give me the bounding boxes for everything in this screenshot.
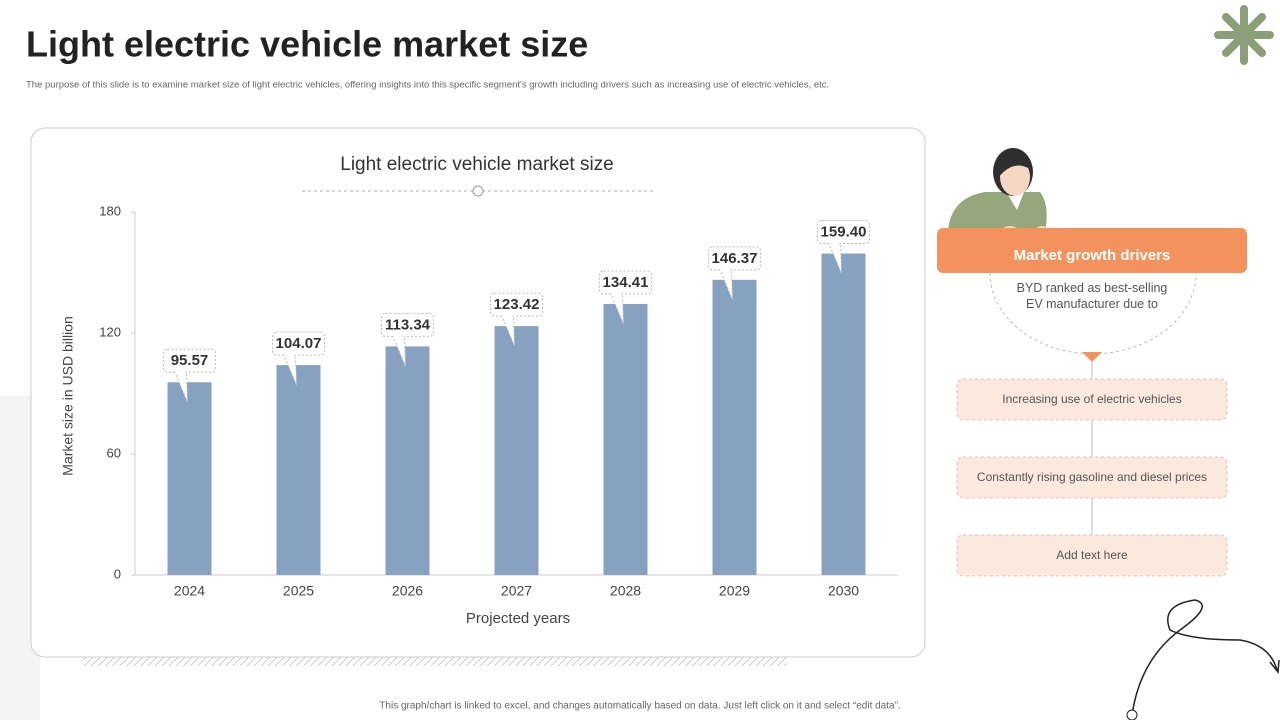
intro-box: BYD ranked as best-selling EV manufactur…	[1016, 281, 1168, 311]
callout-pointer	[391, 334, 406, 367]
callout-cover	[502, 313, 513, 318]
callout-cover	[175, 369, 186, 374]
callout-cover	[720, 266, 731, 271]
bar	[712, 279, 757, 575]
arrow	[1082, 352, 1102, 362]
driver-box	[956, 378, 1228, 421]
callout-box	[708, 246, 761, 271]
value-label: 95.57	[171, 352, 209, 369]
drivers-heading: Market growth drivers	[1014, 247, 1171, 264]
plot: 0 60 120 180 2024 95.57 2025 104.07 2026 113.34 20…	[99, 203, 898, 599]
x-tick-label: 2025	[283, 583, 314, 599]
callout-box	[599, 270, 652, 295]
bar	[276, 365, 321, 575]
callout-pointer	[173, 370, 188, 403]
x-axis-label: Projected years	[466, 610, 570, 627]
y-tick-label: 60	[107, 445, 121, 460]
callout-box	[163, 348, 216, 373]
x-tick-label: 2028	[610, 583, 641, 599]
title-dot	[472, 185, 484, 197]
driver-item: Add text here	[1056, 548, 1128, 562]
callout-cover	[393, 333, 404, 338]
hatch-strip	[82, 657, 787, 666]
person-illustration	[948, 148, 1049, 238]
driver-list: Increasing use of electric vehicles Const…	[956, 378, 1228, 577]
squiggle-arrow	[1269, 659, 1280, 674]
callout-box	[381, 312, 434, 337]
callout-box	[490, 292, 543, 317]
value-label: 123.42	[494, 296, 540, 313]
footnote: This graph/chart is linked to excel, and…	[379, 701, 900, 712]
squiggle	[1131, 599, 1278, 716]
driver-item: Constantly rising gasoline and diesel pr…	[977, 470, 1207, 484]
callout-cover	[829, 240, 840, 245]
value-label: 146.37	[712, 250, 758, 267]
callout-box	[817, 220, 870, 245]
x-tick-label: 2030	[828, 583, 859, 599]
drivers-intro: BYD ranked as best-selling EV manufactur…	[1016, 281, 1168, 311]
y-axis-label: Market size in USD billion	[60, 316, 76, 476]
asterisk-icon	[1214, 5, 1274, 65]
x-tick-label: 2027	[501, 583, 532, 599]
slide-title: Light electric vehicle market size	[26, 24, 588, 65]
y-tick-label: 120	[99, 324, 121, 339]
callout-pointer	[282, 353, 297, 386]
driver-box	[956, 534, 1228, 577]
bg-shape	[0, 396, 40, 720]
callout-pointer	[718, 268, 733, 301]
x-tick-label: 2024	[174, 583, 205, 599]
y-tick-label: 0	[114, 566, 121, 581]
slide-subtitle: The purpose of this slide is to examine …	[26, 80, 829, 91]
driver-box	[956, 456, 1228, 499]
drivers-header	[937, 228, 1247, 273]
callout-cover	[611, 290, 622, 295]
driver-item: Increasing use of electric vehicles	[1002, 392, 1181, 406]
callout-cover	[284, 352, 295, 357]
callout-pointer	[609, 292, 624, 325]
callout-pointer	[827, 242, 842, 274]
chart-panel	[30, 127, 926, 658]
value-label: 134.41	[603, 274, 649, 291]
value-label: 113.34	[385, 316, 431, 333]
value-label: 159.40	[821, 224, 867, 241]
squiggle-dot	[1126, 709, 1138, 720]
callout-pointer	[500, 314, 515, 347]
chart-title: Light electric vehicle market size	[340, 154, 614, 175]
bar	[603, 303, 648, 575]
bar	[821, 253, 866, 575]
y-tick-label: 180	[99, 203, 121, 218]
x-tick-label: 2026	[392, 583, 423, 599]
bar	[494, 326, 539, 575]
bar	[167, 382, 212, 575]
value-label: 104.07	[276, 335, 322, 352]
bar	[385, 346, 430, 575]
x-tick-label: 2029	[719, 583, 750, 599]
callout-box	[272, 331, 325, 356]
